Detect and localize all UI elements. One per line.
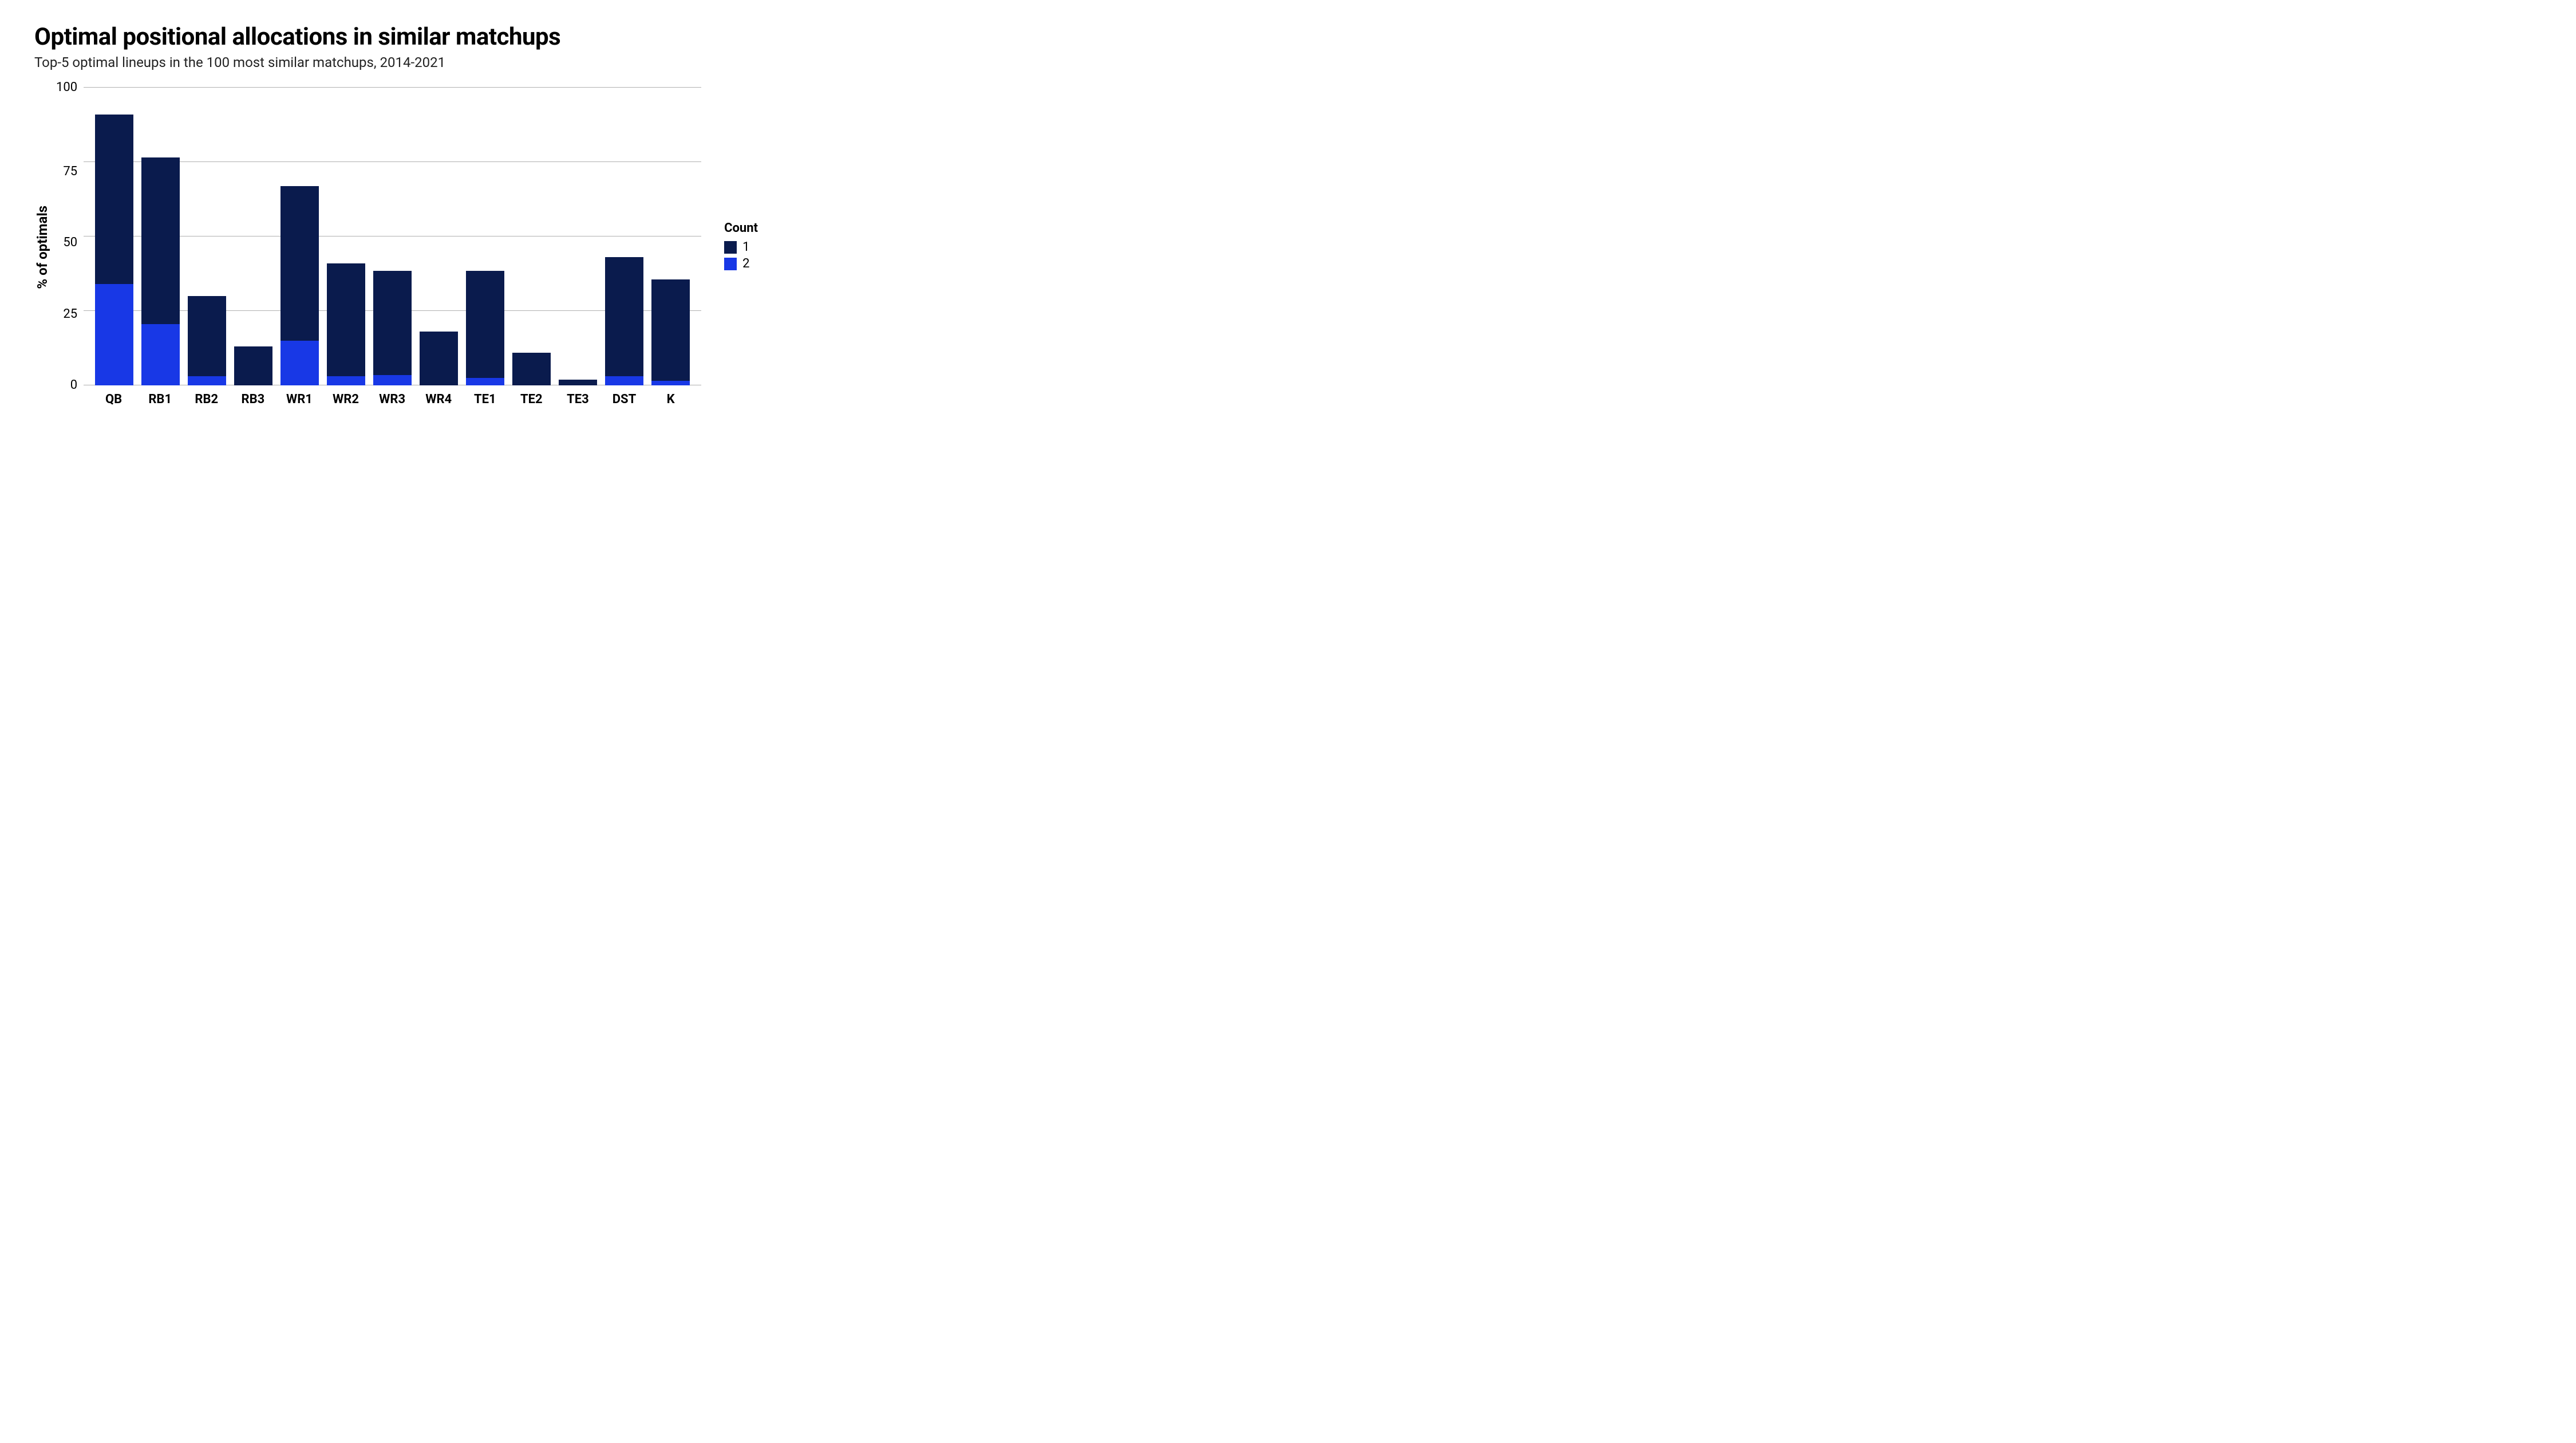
bar-segment-1 (280, 186, 319, 341)
y-tick: 75 (63, 165, 77, 178)
legend: Count 1 2 (724, 221, 758, 273)
bar (605, 257, 643, 385)
bar-segment-1 (559, 380, 597, 385)
bar-slot (373, 271, 412, 385)
x-axis-label: WR4 (420, 392, 458, 407)
bar (95, 115, 133, 385)
x-axis-label: TE1 (466, 392, 504, 407)
chart-title: Optimal positional allocations in simila… (34, 23, 2542, 51)
bar-segment-1 (373, 271, 412, 375)
bar-segment-2 (605, 376, 643, 385)
x-axis-label: TE3 (559, 392, 597, 407)
bar-segment-2 (280, 341, 319, 385)
bar-segment-1 (141, 157, 180, 324)
x-axis-label: WR3 (373, 392, 412, 407)
bar (280, 186, 319, 385)
x-axis-label: WR2 (326, 392, 365, 407)
bar-slot (188, 296, 226, 385)
bar-slot (420, 332, 458, 385)
bar-segment-1 (420, 332, 458, 385)
legend-swatch (724, 258, 737, 270)
bar (559, 380, 597, 385)
bar-segment-1 (651, 279, 690, 381)
legend-label: 1 (742, 240, 749, 254)
chart-subtitle: Top-5 optimal lineups in the 100 most si… (34, 54, 2542, 70)
legend-label: 2 (742, 257, 749, 271)
bar (420, 332, 458, 385)
x-axis-label: QB (94, 392, 133, 407)
bar-segment-2 (188, 376, 226, 385)
bar-segment-1 (95, 115, 133, 284)
x-axis-label: RB3 (234, 392, 272, 407)
bar (141, 157, 180, 385)
bar-slot (559, 380, 597, 385)
bar-segment-2 (651, 381, 690, 385)
bar-slot (651, 279, 690, 385)
bar (512, 353, 551, 385)
y-axis-label: % of optimals (34, 206, 50, 289)
legend-item: 1 (724, 240, 758, 254)
bar-segment-2 (141, 324, 180, 385)
legend-title: Count (724, 221, 758, 235)
bar-slot (605, 257, 643, 385)
bar-slot (280, 186, 319, 385)
x-axis-labels: QB RB1 RB2 RB3 WR1 WR2 WR3 WR4 TE1 TE2 TE3 DST K (83, 385, 701, 407)
x-axis-label: RB2 (187, 392, 226, 407)
x-axis-label: WR1 (280, 392, 318, 407)
bar-segment-1 (605, 257, 643, 376)
bar-slot (512, 353, 551, 385)
bar-segment-2 (327, 376, 365, 385)
bar (373, 271, 412, 385)
bar-segment-1 (466, 271, 504, 378)
bar-segment-2 (466, 378, 504, 385)
bar-slot (234, 346, 272, 385)
y-tick: 0 (70, 379, 77, 392)
x-axis-label: TE2 (512, 392, 551, 407)
x-axis-label: DST (605, 392, 643, 407)
plot-area (83, 88, 701, 385)
bar-segment-1 (234, 346, 272, 385)
bar-slot (95, 115, 133, 385)
bar (327, 263, 365, 385)
legend-swatch (724, 241, 737, 254)
bar-segment-1 (327, 263, 365, 377)
gridline (84, 87, 701, 88)
bar-segment-2 (95, 284, 133, 385)
y-tick: 25 (63, 308, 77, 321)
y-axis-ticks: 1007550250 (56, 88, 83, 385)
bar-segment-1 (188, 296, 226, 376)
y-tick: 100 (56, 81, 77, 94)
x-axis-label: K (651, 392, 690, 407)
legend-item: 2 (724, 257, 758, 271)
y-tick: 50 (63, 236, 77, 249)
bar-slot (141, 157, 180, 385)
x-axis-label: RB1 (141, 392, 179, 407)
bar (651, 279, 690, 385)
bar (466, 271, 504, 385)
bar-segment-1 (512, 353, 551, 385)
chart-container: % of optimals 1007550250 000 QBRB1RB2RB3… (34, 88, 2542, 407)
bar-slot (466, 271, 504, 385)
bar (188, 296, 226, 385)
bar-slot (327, 263, 365, 385)
bar-segment-2 (373, 375, 412, 385)
bar (234, 346, 272, 385)
